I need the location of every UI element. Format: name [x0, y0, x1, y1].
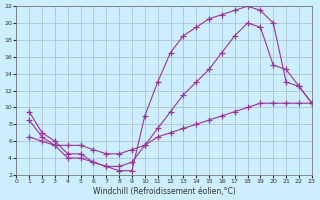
X-axis label: Windchill (Refroidissement éolien,°C): Windchill (Refroidissement éolien,°C) — [93, 187, 236, 196]
